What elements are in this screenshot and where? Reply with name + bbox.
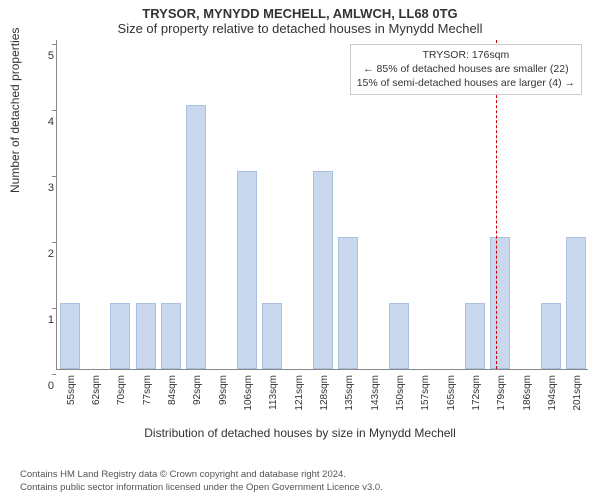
bar xyxy=(338,237,358,369)
y-tick-label: 2 xyxy=(40,248,54,260)
x-tick-label: 55sqm xyxy=(66,375,77,405)
y-tick-mark xyxy=(52,176,56,177)
bar xyxy=(541,303,561,369)
footer-line-1: Contains HM Land Registry data © Crown c… xyxy=(20,469,383,481)
y-tick-label: 4 xyxy=(40,116,54,128)
x-tick-label: 77sqm xyxy=(142,375,153,405)
y-tick-label: 1 xyxy=(40,314,54,326)
y-tick-mark xyxy=(52,308,56,309)
footer: Contains HM Land Registry data © Crown c… xyxy=(20,469,383,494)
y-tick-mark xyxy=(52,110,56,111)
annotation-line-3: 15% of semi-detached houses are larger (… xyxy=(357,76,575,90)
footer-line-2: Contains public sector information licen… xyxy=(20,482,383,494)
bar xyxy=(490,237,510,369)
x-tick-label: 186sqm xyxy=(522,375,533,411)
bar xyxy=(186,105,206,369)
x-tick-label: 172sqm xyxy=(471,375,482,411)
x-tick-label: 128sqm xyxy=(319,375,330,411)
x-tick-label: 121sqm xyxy=(294,375,305,411)
bar xyxy=(389,303,409,369)
annotation-line-2: ← 85% of detached houses are smaller (22… xyxy=(357,62,575,76)
x-tick-label: 84sqm xyxy=(167,375,178,405)
annotation-line-1: TRYSOR: 176sqm xyxy=(357,48,575,62)
x-tick-label: 99sqm xyxy=(218,375,229,405)
annotation-box: TRYSOR: 176sqm ← 85% of detached houses … xyxy=(350,44,582,95)
y-tick-label: 0 xyxy=(40,380,54,392)
bar xyxy=(262,303,282,369)
x-tick-label: 157sqm xyxy=(420,375,431,411)
y-tick-label: 5 xyxy=(40,50,54,62)
x-tick-label: 179sqm xyxy=(496,375,507,411)
plot-region: 55sqm62sqm70sqm77sqm84sqm92sqm99sqm106sq… xyxy=(56,40,588,370)
bar xyxy=(161,303,181,369)
bar xyxy=(465,303,485,369)
y-axis-label: Number of detached properties xyxy=(8,28,22,193)
y-tick-mark xyxy=(52,44,56,45)
x-tick-label: 70sqm xyxy=(116,375,127,405)
x-tick-label: 143sqm xyxy=(370,375,381,411)
x-tick-label: 150sqm xyxy=(395,375,406,411)
bar xyxy=(566,237,586,369)
bar xyxy=(110,303,130,369)
y-tick-label: 3 xyxy=(40,182,54,194)
x-tick-label: 113sqm xyxy=(268,375,279,410)
x-tick-label: 62sqm xyxy=(91,375,102,405)
y-tick-mark xyxy=(52,242,56,243)
y-tick-mark xyxy=(52,374,56,375)
bar xyxy=(136,303,156,369)
bar xyxy=(313,171,333,369)
x-tick-label: 106sqm xyxy=(243,375,254,411)
page-title: TRYSOR, MYNYDD MECHELL, AMLWCH, LL68 0TG xyxy=(0,0,600,21)
bar xyxy=(237,171,257,369)
x-tick-label: 201sqm xyxy=(572,375,583,411)
bar xyxy=(60,303,80,369)
page-subtitle: Size of property relative to detached ho… xyxy=(0,21,600,40)
x-axis-label: Distribution of detached houses by size … xyxy=(0,426,600,440)
x-tick-label: 165sqm xyxy=(446,375,457,411)
x-tick-label: 92sqm xyxy=(192,375,203,405)
x-tick-label: 194sqm xyxy=(547,375,558,411)
x-tick-label: 135sqm xyxy=(344,375,355,411)
chart-area: 55sqm62sqm70sqm77sqm84sqm92sqm99sqm106sq… xyxy=(56,40,588,370)
